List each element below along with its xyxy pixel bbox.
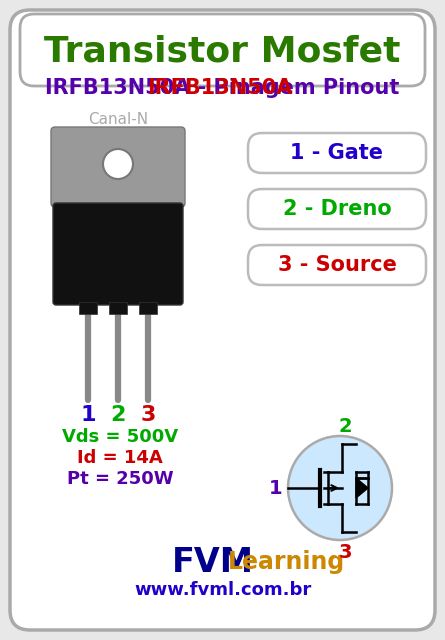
Text: 2: 2 [110, 405, 125, 425]
Text: Id = 14A: Id = 14A [77, 449, 163, 467]
Text: 1 - Gate: 1 - Gate [291, 143, 384, 163]
Bar [79, 302, 97, 314]
Text: 2 - Dreno: 2 - Dreno [283, 199, 391, 219]
Bar [139, 302, 157, 314]
Circle shape [288, 436, 392, 540]
Text: 1: 1 [80, 405, 96, 425]
Text: 3: 3 [338, 543, 352, 561]
Text: 3: 3 [140, 405, 156, 425]
Text: IRFB13N50A: IRFB13N50A [147, 78, 293, 98]
FancyBboxPatch shape [20, 14, 425, 86]
Text: 3 - Source: 3 - Source [278, 255, 396, 275]
Text: 1: 1 [269, 479, 283, 497]
FancyBboxPatch shape [10, 10, 435, 630]
Text: Pt = 250W: Pt = 250W [67, 470, 173, 488]
Text: IRFB13N50A - Pinagem Pinout: IRFB13N50A - Pinagem Pinout [45, 78, 400, 98]
Text: Vds = 500V: Vds = 500V [62, 428, 178, 446]
FancyBboxPatch shape [248, 189, 426, 229]
Text: Learning: Learning [228, 550, 345, 574]
Text: Canal-N: Canal-N [88, 113, 148, 127]
FancyBboxPatch shape [248, 245, 426, 285]
FancyBboxPatch shape [53, 203, 183, 305]
Polygon shape [356, 478, 368, 498]
Bar [109, 302, 127, 314]
Text: www.fvml.com.br: www.fvml.com.br [134, 581, 311, 599]
Text: FVM: FVM [172, 545, 254, 579]
FancyBboxPatch shape [248, 133, 426, 173]
Text: Transistor Mosfet: Transistor Mosfet [44, 35, 401, 69]
Text: 2: 2 [338, 417, 352, 435]
FancyBboxPatch shape [51, 127, 185, 207]
Circle shape [103, 149, 133, 179]
